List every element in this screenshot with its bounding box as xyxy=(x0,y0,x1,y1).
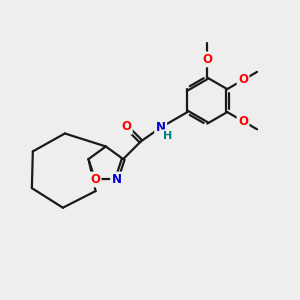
Text: O: O xyxy=(121,120,131,133)
Text: O: O xyxy=(202,53,212,66)
Text: O: O xyxy=(238,115,248,128)
Text: H: H xyxy=(163,131,172,141)
Text: N: N xyxy=(156,121,166,134)
Text: O: O xyxy=(238,74,248,86)
Text: N: N xyxy=(112,173,122,186)
Text: O: O xyxy=(90,173,100,186)
